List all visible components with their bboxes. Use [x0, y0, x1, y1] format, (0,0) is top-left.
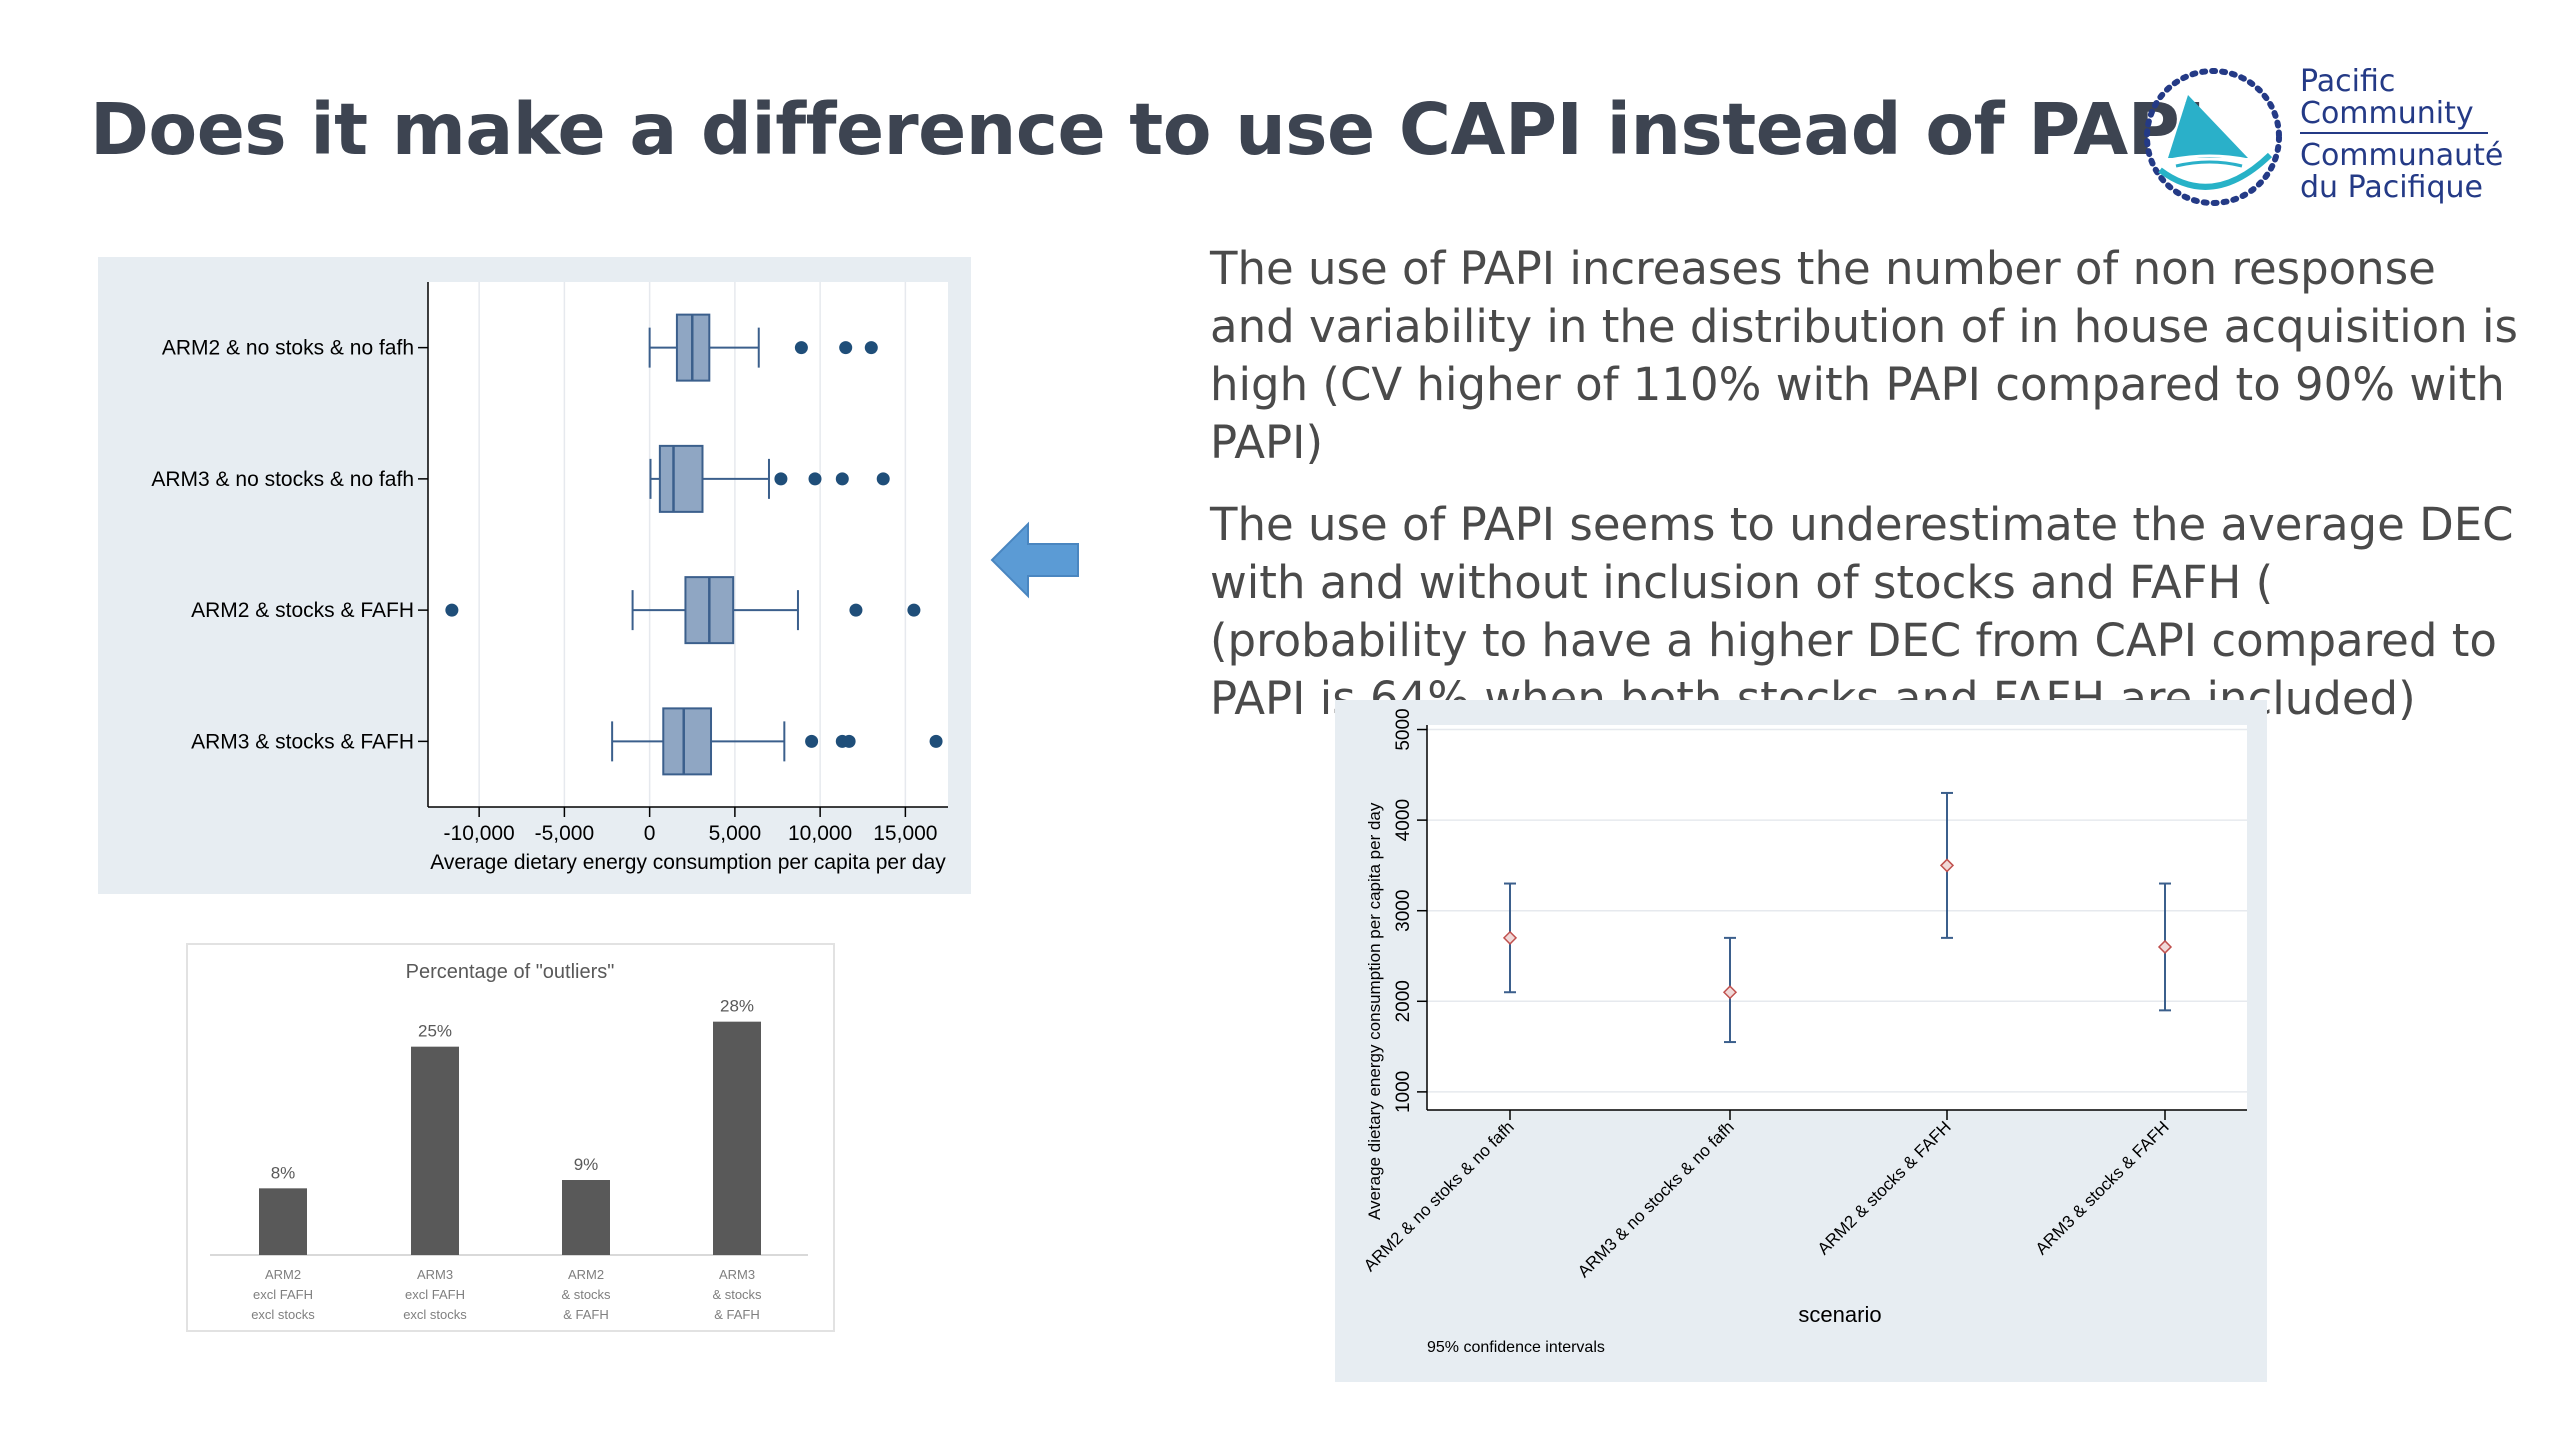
bar: [259, 1188, 307, 1255]
bar: [562, 1180, 610, 1255]
bar-category-label: ARM3: [417, 1267, 453, 1282]
slide-title: Does it make a difference to use CAPI in…: [90, 88, 2206, 171]
bar-category-label: & FAFH: [563, 1307, 609, 1322]
bar-data-label: 28%: [720, 997, 754, 1016]
logo-line2: Community: [2300, 96, 2474, 131]
ci-mean-point: [1722, 985, 1738, 1000]
bar-category-label: ARM3: [719, 1267, 755, 1282]
boxplot-outlier: [876, 472, 890, 486]
bullet-text: The use of PAPI increases the number of …: [1210, 240, 2530, 752]
boxplot-x-tick-label: 15,000: [873, 822, 937, 845]
boxplot-outlier: [835, 472, 849, 486]
bar-category-label: & stocks: [712, 1287, 762, 1302]
bar: [411, 1046, 459, 1255]
bar-data-label: 9%: [574, 1155, 599, 1174]
ci-y-tick-label: 1000: [1393, 1071, 1414, 1113]
logo-text: Pacific Community Communauté du Pacifiqu…: [2300, 66, 2503, 204]
bar-category-label: ARM2: [568, 1267, 604, 1282]
bar-category-label: & FAFH: [714, 1307, 760, 1322]
bar-chart-title: Percentage of "outliers": [406, 961, 615, 983]
boxplot-x-tick-label: 0: [644, 822, 656, 845]
bar: [713, 1021, 761, 1255]
boxplot-outlier: [839, 341, 853, 355]
boxplot-panel: ARM2 & no stoks & no fafh ARM3 & no stock…: [98, 257, 971, 894]
ci-mean-point: [1939, 858, 1955, 873]
boxplot-x-axis-label: Average dietary energy consumption per c…: [430, 851, 946, 874]
bar-data-label: 8%: [271, 1163, 296, 1182]
boxplot-box: [662, 707, 713, 776]
bullet-2: The use of PAPI seems to underestimate t…: [1210, 498, 2514, 725]
boxplot-x-tick-label: 5,000: [709, 822, 762, 845]
ci-category-label: ARM3 & no stocks & no fafh: [1574, 1117, 1738, 1281]
ci-y-tick-label: 5000: [1393, 708, 1414, 750]
ci-y-axis-label: Average dietary energy consumption per c…: [1365, 802, 1384, 1220]
ci-category-label: ARM3 & stocks & FAFH: [2032, 1117, 2173, 1258]
ci-panel: 1000 2000 3000 4000 5000 ARM2 & no stoks & n…: [1335, 700, 2267, 1382]
ci-y-tick-label: 4000: [1393, 799, 1414, 841]
bar-category-label: ARM2: [265, 1267, 301, 1282]
boxplot-outlier: [864, 341, 878, 355]
bar-category-label: excl FAFH: [405, 1287, 465, 1302]
logo-line3: Communauté: [2300, 138, 2504, 173]
bar-category-label: excl FAFH: [253, 1287, 313, 1302]
boxplot-outlier: [445, 603, 459, 617]
bullet-1: The use of PAPI increases the number of …: [1210, 242, 2518, 469]
boxplot-outlier: [907, 603, 921, 617]
boxplot-chart: ARM2 & no stoks & no fafh ARM3 & no stock…: [151, 282, 948, 874]
ci-y-tick-label: 2000: [1393, 980, 1414, 1022]
boxplot-x-tick-label: -5,000: [535, 822, 595, 845]
bar-panel: Percentage of "outliers" 8% ARM2 excl FAFH…: [186, 943, 835, 1332]
ci-mean-point: [2157, 939, 2173, 955]
boxplot-outlier: [849, 603, 863, 617]
boxplot-category-label: ARM2 & no stoks & no fafh: [162, 337, 414, 360]
boxplot-outlier: [808, 472, 822, 486]
bar-data-label: 25%: [418, 1022, 452, 1041]
ci-y-tick-label: 3000: [1393, 890, 1414, 932]
boxplot-outlier: [805, 734, 819, 748]
ci-mean-point: [1502, 930, 1518, 945]
boxplot-outlier: [842, 734, 856, 748]
bar-category-label: excl stocks: [251, 1307, 315, 1322]
boxplot-category-label: ARM3 & no stocks & no fafh: [151, 468, 414, 491]
boxplot-category-label: ARM3 & stocks & FAFH: [191, 730, 414, 753]
logo-divider: [2300, 132, 2488, 134]
bar-chart: Percentage of "outliers" 8% ARM2 excl FAFH…: [210, 961, 808, 1322]
boxplot-x-tick-label: -10,000: [444, 822, 515, 845]
logo-line4: du Pacifique: [2300, 170, 2483, 205]
pacific-community-logo: [2144, 68, 2282, 206]
boxplot-x-tick-label: 10,000: [788, 822, 852, 845]
left-arrow-icon: [990, 521, 1079, 599]
boxplot-outlier: [774, 472, 788, 486]
boxplot-outlier: [929, 734, 943, 748]
boxplot-box: [658, 444, 704, 513]
bar-category-label: excl stocks: [403, 1307, 467, 1322]
ci-note: 95% confidence intervals: [1427, 1339, 1605, 1356]
logo-line1: Pacific: [2300, 64, 2396, 99]
ci-x-axis-label: scenario: [1798, 1302, 1881, 1327]
boxplot-category-label: ARM2 & stocks & FAFH: [191, 599, 414, 622]
bar-category-label: & stocks: [561, 1287, 611, 1302]
ci-category-label: ARM2 & stocks & FAFH: [1814, 1117, 1955, 1258]
boxplot-outlier: [794, 341, 808, 355]
